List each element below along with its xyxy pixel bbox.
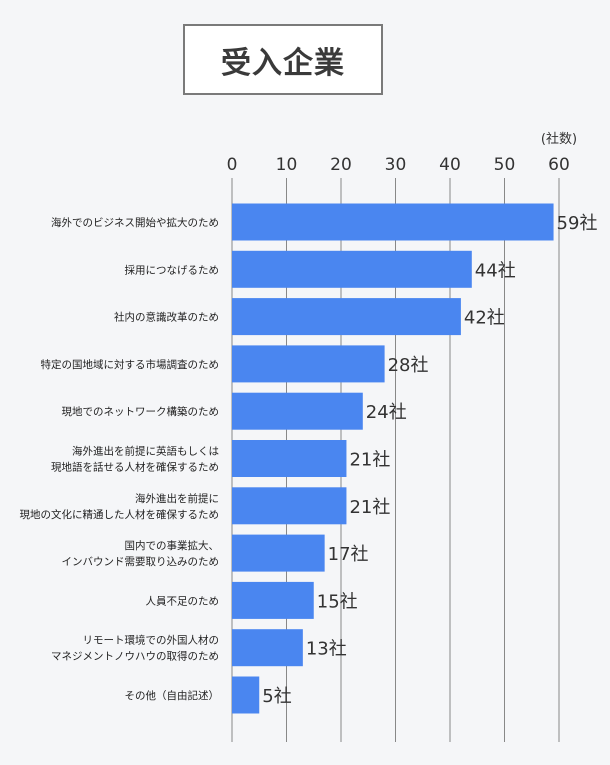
category-label: 海外進出を前提に — [135, 492, 219, 505]
bar — [232, 629, 303, 667]
x-tick-label: 60 — [548, 155, 570, 175]
category-label: その他（自由記述） — [125, 689, 220, 702]
chart-title: 受入企業 — [221, 45, 345, 81]
bar-value-label: 5社 — [262, 686, 291, 707]
x-tick-label: 30 — [385, 155, 407, 175]
category-label: 国内での事業拡大、 — [125, 539, 220, 552]
category-label: 人員不足のため — [146, 595, 220, 607]
category-label: 海外でのビジネス開始や拡大のため — [51, 216, 219, 229]
bar — [232, 392, 363, 430]
bar-value-label: 15社 — [317, 591, 358, 612]
chart-title-box: 受入企業 — [183, 24, 383, 95]
x-tick-label: 50 — [494, 155, 516, 175]
bar-value-label: 59社 — [557, 213, 598, 234]
category-label: 現地の文化に精通した人材を確保するため — [20, 508, 220, 521]
bar-value-label: 28社 — [388, 355, 429, 376]
x-tick-label: 40 — [439, 155, 461, 175]
x-tick-label: 0 — [227, 155, 238, 175]
category-label: 社内の意識改革のため — [114, 311, 219, 324]
bar-value-label: 21社 — [349, 497, 390, 518]
x-tick-label: 10 — [276, 155, 298, 175]
category-label: 現地でのネットワーク構築のため — [62, 405, 220, 418]
category-label: 採用につなげるため — [125, 263, 220, 276]
bar — [232, 250, 472, 288]
bar — [232, 581, 314, 619]
bar — [232, 676, 260, 714]
category-label: 特定の国地域に対する市場調査のため — [41, 358, 220, 371]
bar-value-label: 42社 — [464, 308, 505, 329]
bar-value-label: 13社 — [306, 639, 347, 660]
bar-value-label: 17社 — [328, 544, 369, 565]
category-label: 海外進出を前提に英語もしくは — [72, 445, 219, 458]
bar-value-label: 44社 — [475, 260, 516, 281]
bar — [232, 203, 554, 241]
bar-value-label: 21社 — [349, 450, 390, 471]
bar — [232, 345, 385, 383]
x-axis-unit-label: (社数) — [541, 131, 577, 147]
category-label: リモート環境での外国人材の — [83, 634, 220, 647]
category-label: 現地語を話せる人材を確保するため — [51, 461, 219, 474]
x-tick-label: 20 — [330, 155, 352, 175]
bar — [232, 487, 347, 525]
bar — [232, 534, 325, 572]
category-label: インバウンド需要取り込みのため — [62, 556, 220, 568]
bar-value-label: 24社 — [366, 402, 407, 423]
category-label: マネジメントノウハウの取得のため — [51, 651, 219, 663]
bar — [232, 298, 461, 336]
bar — [232, 440, 347, 477]
